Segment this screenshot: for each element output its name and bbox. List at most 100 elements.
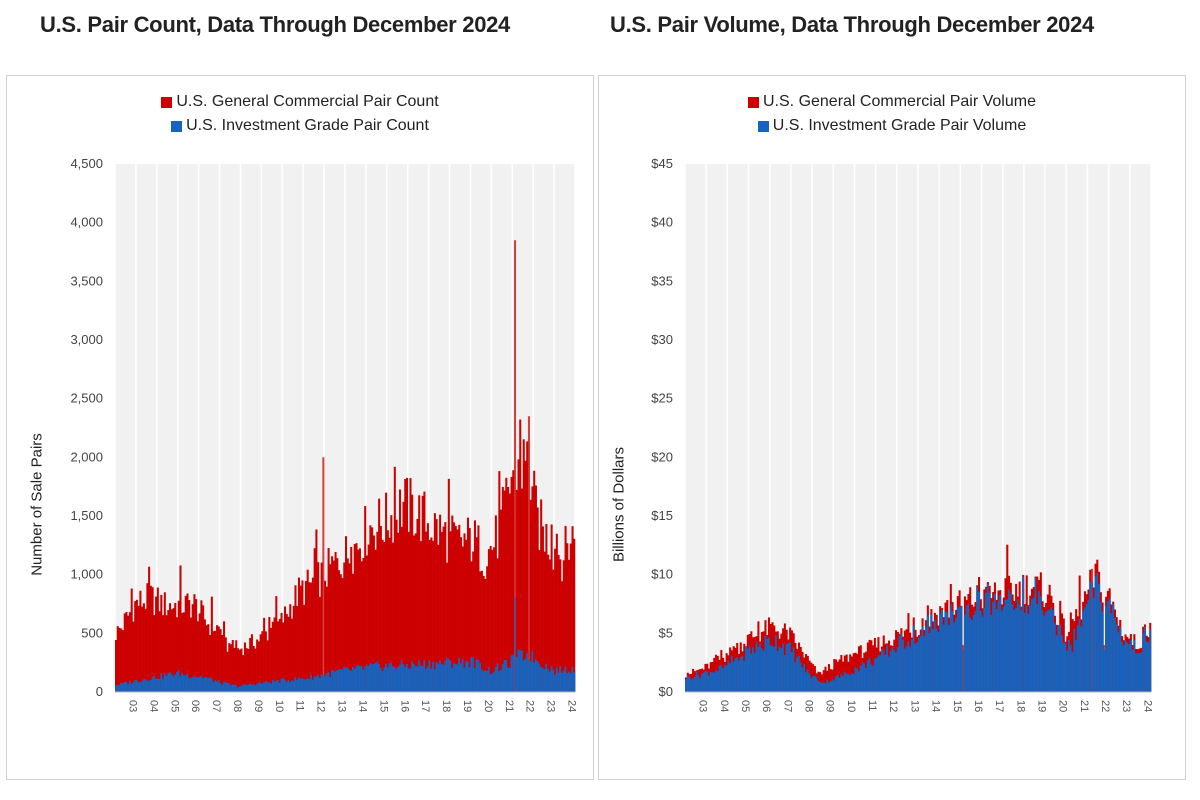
bar-general: [141, 606, 144, 692]
bar-investment: [165, 675, 168, 692]
bar-general: [301, 580, 304, 692]
bar-general: [250, 634, 253, 692]
chart-panel-pair-volume: U.S. General Commercial Pair Volume U.S.…: [598, 75, 1186, 780]
bar-general: [339, 574, 342, 692]
bar-general: [540, 499, 543, 692]
bar-general: [345, 536, 348, 692]
bar-investment: [688, 676, 691, 692]
bar-investment: [1071, 652, 1074, 692]
bar-investment: [766, 638, 769, 692]
x-tick-label: 22: [524, 700, 536, 712]
bar-investment: [538, 663, 541, 692]
bar-investment: [842, 675, 845, 692]
bar-investment: [1138, 652, 1141, 692]
bar-general: [501, 486, 504, 692]
bar-general: [453, 522, 456, 692]
bar-general: [116, 626, 119, 692]
bar-general: [507, 487, 510, 692]
bar-investment: [1015, 608, 1018, 692]
bar-general: [472, 551, 475, 692]
bar-general: [440, 531, 443, 692]
bar-investment: [388, 663, 391, 692]
bar-general: [419, 541, 422, 692]
bar-general: [127, 615, 130, 692]
bar-investment: [351, 667, 355, 692]
bar-investment: [854, 667, 857, 692]
bar-investment: [737, 660, 741, 692]
bar-investment: [748, 646, 751, 692]
bar-investment: [456, 664, 459, 692]
bar-investment: [732, 661, 735, 692]
bar-investment: [540, 666, 543, 692]
bar-general: [231, 639, 234, 692]
bar-general: [376, 531, 379, 692]
bar-general: [857, 646, 861, 692]
bar-investment: [702, 672, 705, 692]
bar-investment: [411, 661, 414, 692]
bar-general: [500, 509, 503, 692]
legend-swatch-blue: [757, 120, 769, 132]
bar-general: [395, 519, 398, 692]
bar-investment: [1050, 606, 1053, 692]
bar-investment: [1131, 649, 1134, 692]
bar-investment: [458, 657, 461, 692]
bar-investment: [773, 646, 776, 692]
bar-investment: [243, 684, 246, 692]
bar-general: [388, 537, 391, 692]
legend-swatch-blue: [171, 120, 183, 132]
bar-general: [120, 628, 123, 692]
bar-investment: [902, 639, 905, 692]
bar-investment: [341, 669, 344, 692]
x-tick-label: 04: [147, 700, 159, 712]
bar-investment: [263, 682, 266, 692]
bar-general: [571, 526, 574, 692]
bar-investment: [942, 624, 945, 692]
legend-pair-count: U.S. General Commercial Pair Count U.S. …: [7, 90, 593, 138]
bar-investment: [562, 670, 565, 692]
bar-general: [425, 531, 428, 692]
bar-general: [421, 495, 424, 692]
bar-investment: [1105, 606, 1108, 692]
bar-investment: [294, 677, 297, 692]
bar-investment: [697, 675, 700, 692]
bar-investment: [181, 672, 184, 692]
bar-investment: [948, 625, 951, 692]
bar-investment: [561, 673, 564, 692]
bar-general: [432, 540, 435, 692]
bar-general: [505, 477, 508, 692]
bar-general: [146, 583, 149, 692]
bar-investment: [907, 641, 910, 692]
bar-investment: [285, 681, 288, 692]
bar-general: [503, 490, 506, 692]
bar-investment: [432, 661, 435, 692]
bar-investment: [568, 671, 571, 692]
bar-investment: [895, 652, 898, 692]
bar-investment: [730, 655, 733, 692]
bar-investment: [785, 643, 788, 692]
bar-general: [304, 580, 307, 692]
bar-investment: [369, 663, 372, 692]
bar-investment: [134, 680, 137, 692]
bar-investment: [783, 655, 786, 692]
bar-investment: [805, 672, 808, 692]
bar-investment: [713, 672, 716, 692]
bar-general: [543, 551, 546, 692]
y-tick-label: 2,500: [70, 391, 103, 406]
bar-investment: [480, 669, 483, 692]
bar-investment: [711, 672, 714, 692]
bar-general: [236, 648, 240, 692]
x-tick-label: 10: [273, 700, 285, 712]
bar-investment: [350, 670, 353, 692]
bar-general: [465, 539, 468, 692]
bar-investment: [843, 671, 846, 692]
bar-investment: [886, 645, 889, 692]
bar-general: [121, 630, 125, 692]
bar-general: [493, 547, 496, 692]
bar-investment: [939, 613, 942, 692]
bar-investment: [829, 681, 832, 692]
bar-general: [564, 525, 567, 692]
bar-general: [238, 649, 241, 692]
bar-general: [360, 561, 363, 692]
bar-investment: [944, 611, 947, 692]
bar-investment: [827, 682, 831, 692]
